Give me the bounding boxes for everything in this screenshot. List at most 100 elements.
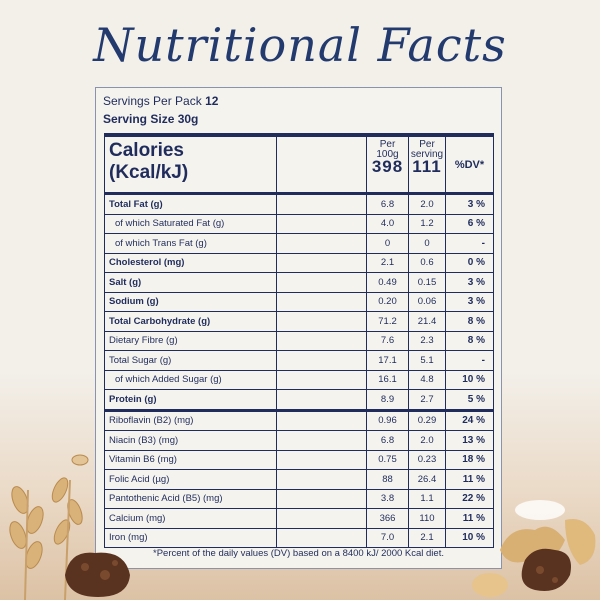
nutrient-name: of which Trans Fat (g) [104, 233, 277, 254]
empty-cell [276, 527, 367, 548]
nutrient-row: Niacin (B3) (mg) 6.8 2.0 13 % [104, 430, 494, 451]
dv-value: 24 % [445, 409, 494, 431]
per-serving-value: 0.29 [408, 409, 446, 431]
nutrient-row: of which Trans Fat (g) 0 0- [104, 233, 494, 254]
per-100g-value: 17.1 [366, 350, 409, 371]
per-serving-value: 2.0 [408, 193, 446, 215]
empty-cell [276, 272, 367, 293]
per-100g-value: 4.0 [366, 213, 409, 234]
wheat-stalks-illustration [9, 454, 89, 600]
servings-per-pack: Servings Per Pack 12 [103, 94, 218, 108]
per-serving-value: 26.4 [408, 469, 446, 490]
nutrient-row: Vitamin B6 (mg) 0.75 0.23 18 % [104, 449, 494, 470]
dv-value: 6 % [445, 213, 494, 234]
per-100g-value: 0.75 [366, 449, 409, 470]
nutrient-row: of which Saturated Fat (g) 4.0 1.2 6 % [104, 213, 494, 234]
empty-cell [276, 409, 367, 431]
per-serving-label: Per serving [410, 139, 444, 160]
per-100g-header: Per 100g 398 [366, 134, 409, 195]
calories-header-row: Calories (Kcal/kJ) Per 100g 398 Per serv… [104, 134, 494, 195]
per-100g-value: 7.6 [366, 330, 409, 351]
per-100g-value: 8.9 [366, 389, 409, 412]
nutrient-row: Riboflavin (B2) (mg) 0.96 0.29 24 % [104, 409, 494, 431]
serving-size: Serving Size 30g [103, 112, 199, 126]
calories-cell: Calories (Kcal/kJ) [104, 134, 277, 195]
per-100g-value: 6.8 [366, 430, 409, 451]
per-100g-value: 6.8 [366, 193, 409, 215]
nutrient-row: Dietary Fibre (g) 7.6 2.3 8 % [104, 330, 494, 351]
nutrient-name: Protein (g) [104, 389, 277, 412]
cereal-pile-right [472, 500, 596, 597]
per-100g-value: 88 [366, 469, 409, 490]
dv-value: 11 % [445, 469, 494, 490]
per-100g-value: 71.2 [366, 311, 409, 332]
dv-value: 3 % [445, 291, 494, 312]
nutrient-name: Riboflavin (B2) (mg) [104, 409, 277, 431]
empty-cell [276, 389, 367, 412]
nutrient-row: Total Carbohydrate (g) 71.2 21.4 8 % [104, 311, 494, 332]
per-serving-value: 1.1 [408, 488, 446, 509]
dv-header: %DV* [445, 134, 494, 195]
nutrition-table: Calories (Kcal/kJ) Per 100g 398 Per serv… [104, 133, 494, 548]
per-100g-energy: 398 [371, 157, 404, 176]
dv-value: 10 % [445, 369, 494, 390]
nutrient-row: Calcium (mg) 366 110 11 % [104, 508, 494, 529]
per-serving-value: 2.1 [408, 527, 446, 548]
nutrient-name: Salt (g) [104, 272, 277, 293]
per-serving-value: 21.4 [408, 311, 446, 332]
nutrient-row: of which Added Sugar (g) 16.1 4.8 10 % [104, 369, 494, 390]
per-serving-value: 5.1 [408, 350, 446, 371]
empty-cell [276, 193, 367, 215]
nutrient-row: Sodium (g) 0.20 0.06 3 % [104, 291, 494, 312]
dv-value: - [445, 233, 494, 254]
nutrition-panel: Servings Per Pack 12 Serving Size 30g Ca… [95, 87, 502, 569]
per-100g-value: 2.1 [366, 252, 409, 273]
per-100g-value: 7.0 [366, 527, 409, 548]
nutrient-name: Dietary Fibre (g) [104, 330, 277, 351]
nutrient-row: Pantothenic Acid (B5) (mg) 3.8 1.1 22 % [104, 488, 494, 509]
per-100g-value: 0.20 [366, 291, 409, 312]
per-serving-value: 0.06 [408, 291, 446, 312]
per-serving-value: 2.0 [408, 430, 446, 451]
empty-cell [276, 430, 367, 451]
empty-cell [276, 350, 367, 371]
nutrient-name: Cholesterol (mg) [104, 252, 277, 273]
dv-value: - [445, 350, 494, 371]
nutrient-name: Folic Acid (µg) [104, 469, 277, 490]
dv-value: 18 % [445, 449, 494, 470]
empty-cell [276, 233, 367, 254]
calories-unit: (Kcal/kJ) [109, 162, 189, 183]
empty-cell [276, 488, 367, 509]
servings-value: 12 [205, 94, 219, 108]
nutrient-row: Total Sugar (g) 17.1 5.1- [104, 350, 494, 371]
dv-value: 3 % [445, 193, 494, 215]
nutrient-name: Total Fat (g) [104, 193, 277, 215]
per-serving-energy: 111 [412, 157, 442, 176]
nutrient-name: of which Saturated Fat (g) [104, 213, 277, 234]
per-serving-value: 2.7 [408, 389, 446, 412]
empty-cell [276, 330, 367, 351]
nutrient-row: Protein (g) 8.9 2.7 5 % [104, 389, 494, 412]
nutrient-row: Total Fat (g) 6.8 2.0 3 % [104, 193, 494, 215]
per-serving-value: 0 [408, 233, 446, 254]
nutrient-name: Vitamin B6 (mg) [104, 449, 277, 470]
dv-value: 0 % [445, 252, 494, 273]
dv-value: 10 % [445, 527, 494, 548]
nutrient-name: of which Added Sugar (g) [104, 369, 277, 390]
nutrient-name: Total Sugar (g) [104, 350, 277, 371]
empty-cell [276, 449, 367, 470]
empty-cell [276, 291, 367, 312]
dv-value: 5 % [445, 389, 494, 412]
footnote: *Percent of the daily values (DV) based … [153, 548, 444, 559]
per-100g-value: 366 [366, 508, 409, 529]
nutrient-name: Pantothenic Acid (B5) (mg) [104, 488, 277, 509]
empty-cell [276, 213, 367, 234]
per-100g-value: 0 [366, 233, 409, 254]
empty-cell [276, 311, 367, 332]
dv-value: 3 % [445, 272, 494, 293]
per-100g-value: 0.49 [366, 272, 409, 293]
dv-value: 8 % [445, 330, 494, 351]
calories-label: Calories [109, 140, 184, 161]
per-serving-value: 0.23 [408, 449, 446, 470]
empty-cell [276, 252, 367, 273]
